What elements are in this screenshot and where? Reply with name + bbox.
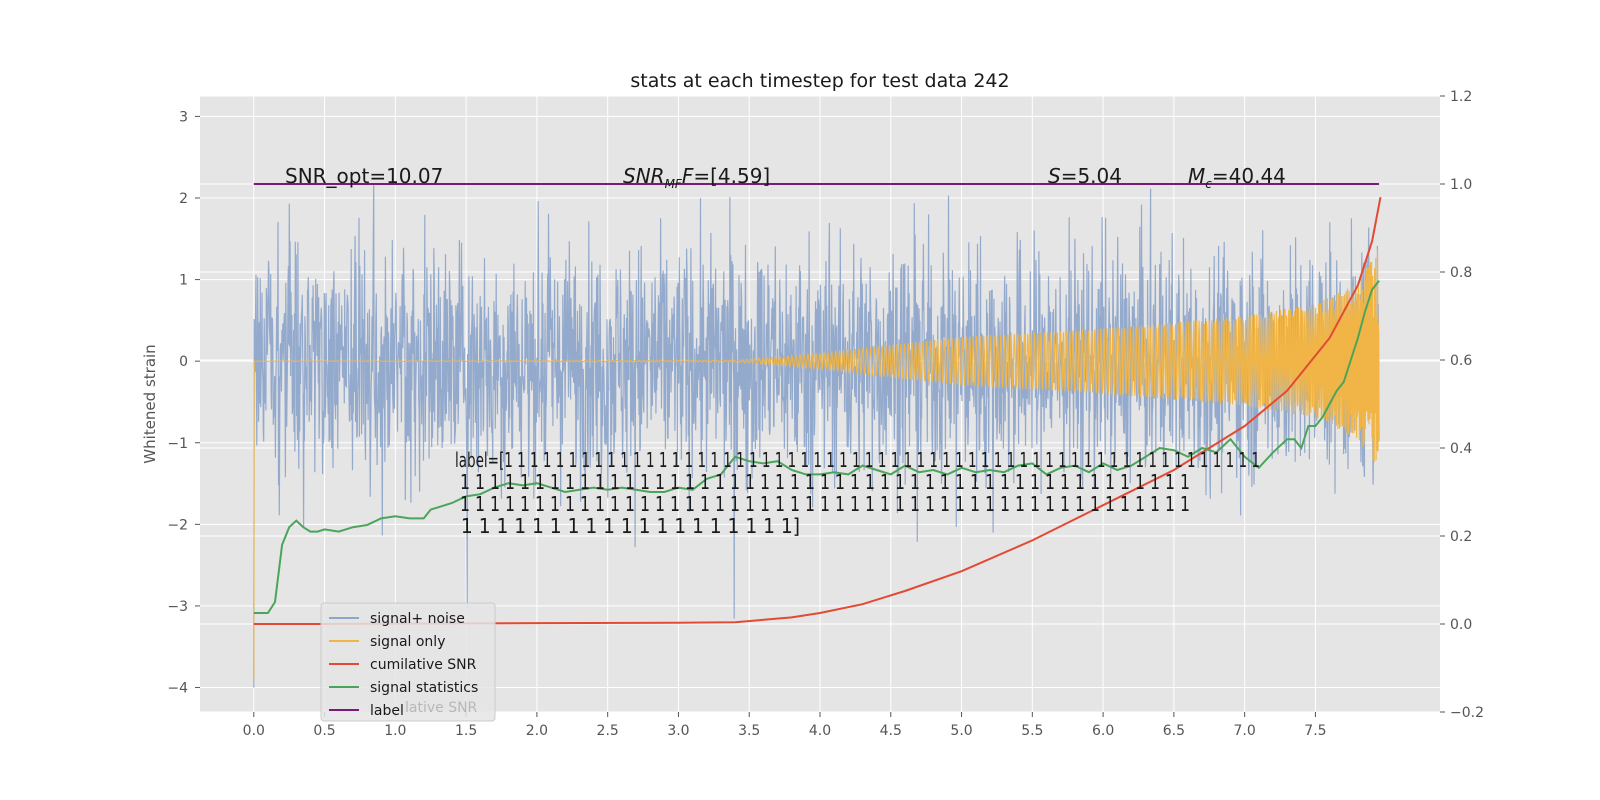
y2-tick-label: 0.8	[1450, 265, 1472, 281]
x-tick-label: 2.5	[597, 723, 619, 739]
label-text-line-4: 1 1 1 1 1 1 1 1 1 1 1 1 1 1 1 1 1 1 1]	[455, 514, 800, 538]
y2-tick-label: 0.2	[1450, 529, 1472, 545]
y-tick-label: 2	[179, 191, 188, 207]
series-layer	[253, 183, 1382, 688]
x-tick-label: 1.5	[455, 723, 477, 739]
y2-tick-label: 1.2	[1450, 89, 1472, 105]
y-tick-label: 3	[179, 109, 188, 125]
annotation-snr-opt: SNR_opt=10.07	[285, 164, 443, 188]
annotation-mc: Mc=40.44	[1188, 164, 1286, 191]
chart-title: stats at each timestep for test data 242	[630, 70, 1009, 92]
x-tick-label: 4.0	[809, 723, 831, 739]
x-tick-label: 4.5	[880, 723, 902, 739]
label-text-line-1: label=[1 1 1 1 1 1 1 1 1 1 1 1 1 1 1 1 1…	[455, 448, 1260, 472]
x-tick-label: 5.0	[950, 723, 972, 739]
x-tick-label: 3.0	[667, 723, 689, 739]
legend-label-noise: signal+ noise	[370, 611, 465, 627]
x-tick-label: 0.5	[313, 723, 335, 739]
x-tick-label: 2.0	[526, 723, 548, 739]
annotation-snr-mf: SNRMFF=[4.59]	[623, 164, 770, 191]
legend-label-cumulative-snr: cumilative SNR	[370, 657, 477, 673]
y-tick-label: 0	[179, 354, 188, 370]
y-tick-label: −2	[167, 517, 188, 533]
y-tick-label: −1	[167, 436, 188, 452]
label-text-line-3: 1 1 1 1 1 1 1 1 1 1 1 1 1 1 1 1 1 1 1 1 …	[455, 492, 1190, 516]
x-tick-label: 6.5	[1163, 723, 1185, 739]
y-tick-label: −3	[167, 599, 188, 615]
snr-mf-name: SNR	[623, 164, 665, 188]
x-tick-label: 1.0	[384, 723, 406, 739]
y2-tick-label: −0.2	[1450, 705, 1484, 721]
s-name: S	[1048, 164, 1061, 188]
mc-name: M	[1188, 164, 1205, 188]
x-tick-label: 0.0	[243, 723, 265, 739]
x-tick-label: 6.0	[1092, 723, 1114, 739]
mc-value: =40.44	[1212, 164, 1286, 188]
snr-mf-value: =[4.59]	[693, 164, 770, 188]
snr-mf-subscript: MF	[665, 177, 683, 191]
y-tick-label: −4	[167, 681, 188, 697]
legend: lative SNR signal+ noise signal only cum…	[320, 602, 496, 722]
axes: 0.0 0.5 1.0 1.5 2.0 2.5 3.0 3.5 4.0 4.5 5.0 5.5 6.0 6…	[167, 89, 1484, 739]
y2-tick-label: 1.0	[1450, 177, 1472, 193]
annotation-s: S=5.04	[1048, 164, 1122, 188]
x-tick-label: 5.5	[1021, 723, 1043, 739]
s-value: =5.04	[1061, 164, 1122, 188]
x-tick-label: 3.5	[738, 723, 760, 739]
y2-tick-label: 0.0	[1450, 617, 1472, 633]
series-cumulative-snr	[253, 197, 1382, 625]
x-tick-label: 7.5	[1304, 723, 1326, 739]
label-text-line-2: 1 1 1 1 1 1 1 1 1 1 1 1 1 1 1 1 1 1 1 1 …	[455, 470, 1190, 494]
y-axis-label: Whitened strain	[141, 344, 159, 463]
y2-tick-label: 0.4	[1450, 441, 1472, 457]
y-tick-label: 1	[179, 273, 188, 289]
series-signal-only	[253, 249, 1380, 680]
series-signal-statistics	[253, 280, 1380, 614]
x-tick-label: 7.0	[1234, 723, 1256, 739]
y2-tick-label: 0.6	[1450, 353, 1472, 369]
legend-label-label: label	[370, 703, 404, 719]
legend-ghost-text: lative SNR	[405, 700, 478, 716]
mc-subscript: c	[1205, 177, 1212, 191]
legend-label-statistics: signal statistics	[370, 680, 478, 696]
legend-label-signal: signal only	[370, 634, 445, 650]
